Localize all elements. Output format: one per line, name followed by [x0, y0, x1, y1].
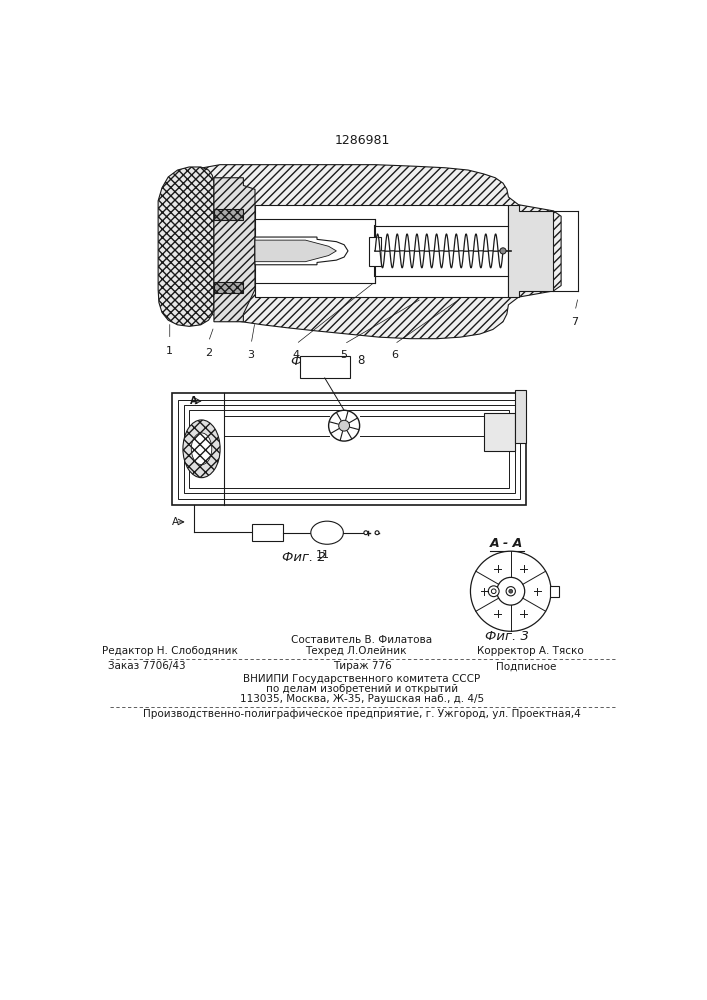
Text: 5: 5	[341, 350, 348, 360]
Circle shape	[509, 589, 513, 593]
Ellipse shape	[183, 420, 220, 478]
Polygon shape	[255, 237, 348, 265]
Circle shape	[489, 586, 499, 597]
Bar	[172, 393, 526, 505]
Bar	[252, 524, 283, 541]
Text: 11: 11	[316, 550, 330, 560]
Text: Тираж 776: Тираж 776	[332, 661, 392, 671]
Bar	[184, 405, 515, 493]
Ellipse shape	[311, 521, 344, 544]
Text: 2: 2	[205, 348, 212, 358]
Circle shape	[491, 589, 496, 594]
Text: 9: 9	[321, 361, 329, 374]
Text: A: A	[190, 396, 197, 406]
Text: Фиг. 1: Фиг. 1	[291, 355, 335, 368]
Circle shape	[375, 531, 379, 535]
Text: Корректор А. Тяско: Корректор А. Тяско	[477, 646, 583, 656]
Text: 113035, Москва, Ж-35, Раушская наб., д. 4/5: 113035, Москва, Ж-35, Раушская наб., д. …	[240, 694, 484, 704]
Circle shape	[500, 248, 506, 254]
Circle shape	[497, 577, 525, 605]
Text: 3: 3	[247, 350, 255, 360]
Text: Редактор Н. Слободяник: Редактор Н. Слободяник	[102, 646, 238, 656]
Bar	[300, 356, 351, 378]
Text: ВНИИПИ Государственного комитета СССР: ВНИИПИ Государственного комитета СССР	[243, 674, 481, 684]
Circle shape	[364, 531, 368, 535]
Text: Составитель В. Филатова: Составитель В. Филатова	[291, 635, 433, 645]
Bar	[369, 237, 381, 266]
Bar	[515, 389, 526, 443]
Text: Фиг. 2: Фиг. 2	[282, 551, 326, 564]
Polygon shape	[255, 240, 337, 262]
Polygon shape	[508, 205, 554, 297]
Polygon shape	[158, 167, 214, 326]
Text: Техред Л.Олейник: Техред Л.Олейник	[305, 646, 407, 656]
Text: 1: 1	[166, 346, 173, 356]
Circle shape	[470, 551, 551, 631]
Text: 10: 10	[261, 528, 274, 538]
Text: A - A: A - A	[490, 537, 523, 550]
Bar	[178, 400, 520, 499]
Text: 1286981: 1286981	[334, 134, 390, 147]
Bar	[255, 205, 508, 297]
Polygon shape	[203, 165, 561, 339]
Polygon shape	[214, 282, 243, 293]
Circle shape	[506, 587, 515, 596]
Polygon shape	[214, 209, 243, 220]
Circle shape	[339, 420, 349, 431]
Text: A: A	[173, 517, 180, 527]
Text: 4: 4	[293, 350, 300, 360]
Text: Заказ 7706/43: Заказ 7706/43	[107, 661, 185, 671]
Text: Фиг. 3: Фиг. 3	[485, 630, 529, 643]
Polygon shape	[214, 178, 255, 322]
Ellipse shape	[192, 433, 212, 465]
Bar	[189, 410, 509, 488]
Text: 6: 6	[391, 350, 398, 360]
Text: Производственно-полиграфическое предприятие, г. Ужгород, ул. Проектная,4: Производственно-полиграфическое предприя…	[143, 709, 581, 719]
Bar	[484, 413, 515, 451]
Text: по делам изобретений и открытий: по делам изобретений и открытий	[266, 684, 458, 694]
Text: 8: 8	[357, 354, 365, 367]
Polygon shape	[549, 586, 559, 597]
Text: Подписное: Подписное	[496, 661, 556, 671]
Circle shape	[329, 410, 360, 441]
Text: 7: 7	[571, 317, 578, 327]
